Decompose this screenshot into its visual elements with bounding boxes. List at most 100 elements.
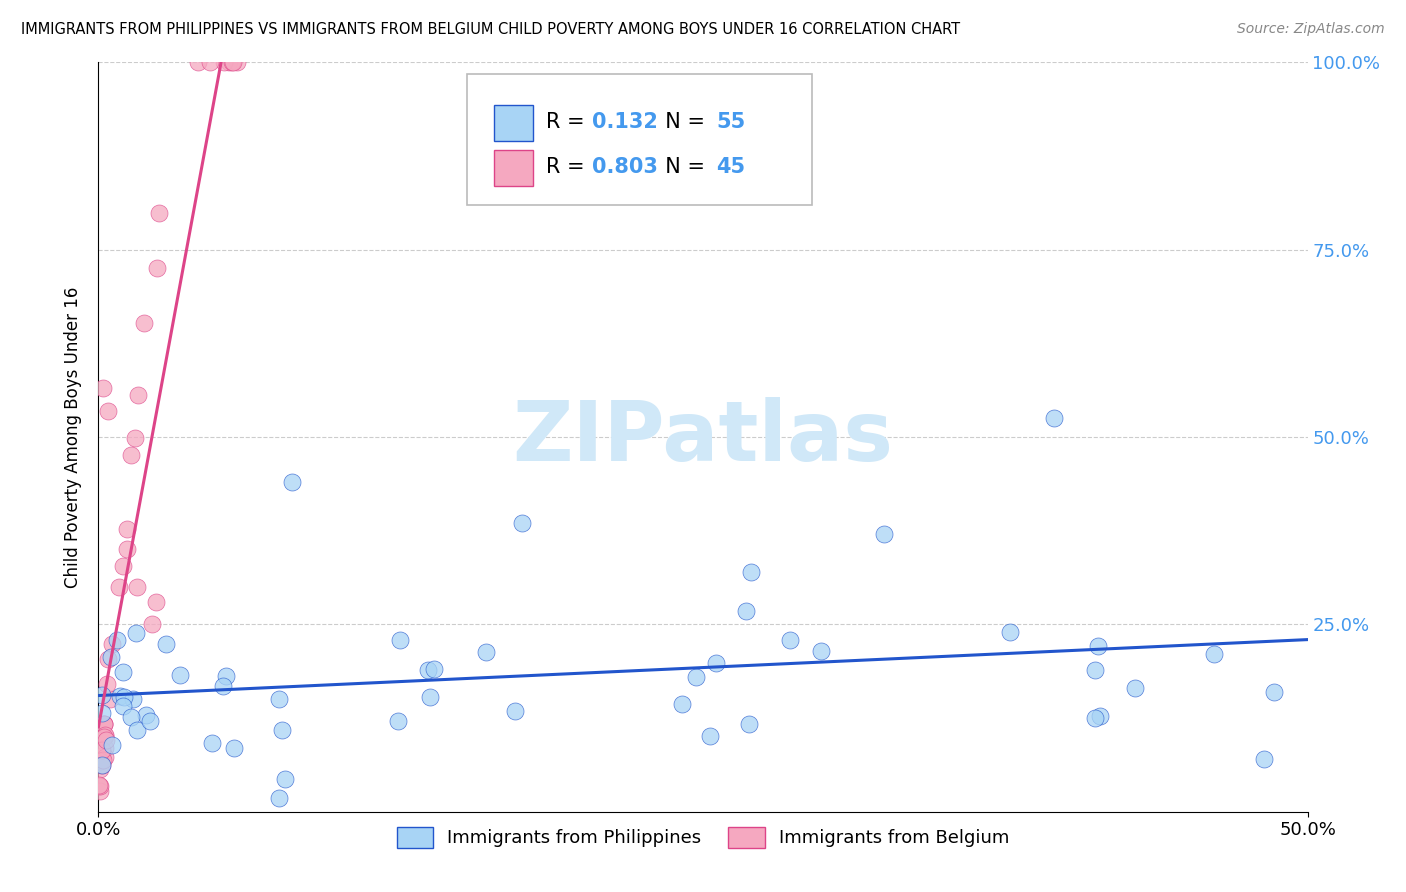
Text: 45: 45 [716, 157, 745, 178]
Point [388, 632, 411, 647]
Text: N =: N = [652, 112, 711, 132]
Point [211, 679, 233, 693]
FancyBboxPatch shape [494, 150, 533, 186]
Point [93, 716, 115, 731]
Point [93, 717, 115, 731]
Point [475, 645, 498, 659]
Point [510, 516, 533, 531]
Point [135, 707, 157, 722]
Point [125, 625, 148, 640]
Point [96, 677, 118, 691]
Point [387, 714, 409, 729]
Point [281, 475, 304, 489]
Point [1084, 663, 1107, 677]
Legend: Immigrants from Philippines, Immigrants from Belgium: Immigrants from Philippines, Immigrants … [389, 820, 1017, 855]
Text: 55: 55 [716, 112, 745, 132]
Point [1202, 648, 1225, 662]
Point [111, 559, 134, 574]
Point [111, 665, 134, 679]
Point [215, 668, 238, 682]
Point [148, 206, 170, 220]
Text: N =: N = [652, 157, 711, 178]
Point [416, 663, 439, 677]
Point [114, 690, 136, 704]
Point [91, 748, 114, 763]
Text: R =: R = [546, 112, 591, 132]
Point [97, 651, 120, 665]
Point [218, 55, 240, 70]
Point [94, 750, 117, 764]
Point [200, 55, 222, 70]
Point [1123, 681, 1146, 696]
Text: R =: R = [546, 157, 591, 178]
Point [735, 604, 758, 618]
Point [1087, 639, 1109, 653]
Point [132, 316, 155, 330]
Point [122, 692, 145, 706]
Point [93, 730, 115, 744]
Point [671, 697, 693, 711]
Point [100, 691, 122, 706]
Point [419, 690, 441, 705]
Text: 0.803: 0.803 [592, 157, 658, 178]
Point [90, 758, 112, 772]
Text: Source: ZipAtlas.com: Source: ZipAtlas.com [1237, 22, 1385, 37]
Point [87, 779, 110, 793]
Point [169, 668, 191, 682]
Point [226, 55, 249, 70]
Y-axis label: Child Poverty Among Boys Under 16: Child Poverty Among Boys Under 16 [65, 286, 83, 588]
Point [93, 728, 115, 742]
Point [1000, 624, 1022, 639]
Point [117, 542, 139, 557]
Point [873, 527, 896, 541]
Point [139, 714, 162, 728]
Text: ZIPatlas: ZIPatlas [513, 397, 893, 477]
FancyBboxPatch shape [494, 105, 533, 141]
Point [89, 779, 111, 793]
Point [187, 55, 209, 70]
Point [740, 565, 762, 579]
Point [105, 632, 128, 647]
Point [699, 729, 721, 743]
Point [87, 778, 110, 792]
Point [108, 689, 131, 703]
Point [737, 717, 759, 731]
Point [1084, 711, 1107, 725]
Point [271, 723, 294, 737]
Point [91, 743, 114, 757]
Point [90, 758, 112, 772]
Point [89, 755, 111, 769]
Point [89, 784, 111, 798]
Point [201, 736, 224, 750]
Point [90, 706, 112, 720]
Point [91, 753, 114, 767]
Point [94, 732, 117, 747]
Point [120, 448, 142, 462]
Point [1042, 411, 1064, 425]
Point [141, 617, 163, 632]
Point [145, 260, 167, 275]
Point [127, 580, 149, 594]
Point [779, 632, 801, 647]
Point [706, 656, 728, 670]
Point [93, 729, 115, 743]
Point [111, 699, 134, 714]
Point [91, 688, 114, 702]
Point [127, 723, 149, 738]
Text: 0.132: 0.132 [592, 112, 658, 132]
Point [127, 387, 149, 401]
Point [101, 738, 124, 752]
Point [97, 404, 120, 418]
Point [423, 662, 446, 676]
Point [212, 55, 235, 70]
Point [267, 692, 290, 706]
Point [221, 55, 243, 70]
Point [1253, 752, 1275, 766]
Point [117, 522, 139, 536]
Point [94, 740, 117, 755]
Point [1263, 685, 1285, 699]
Point [155, 636, 177, 650]
Point [91, 381, 114, 395]
Point [89, 762, 111, 776]
Point [222, 741, 245, 756]
